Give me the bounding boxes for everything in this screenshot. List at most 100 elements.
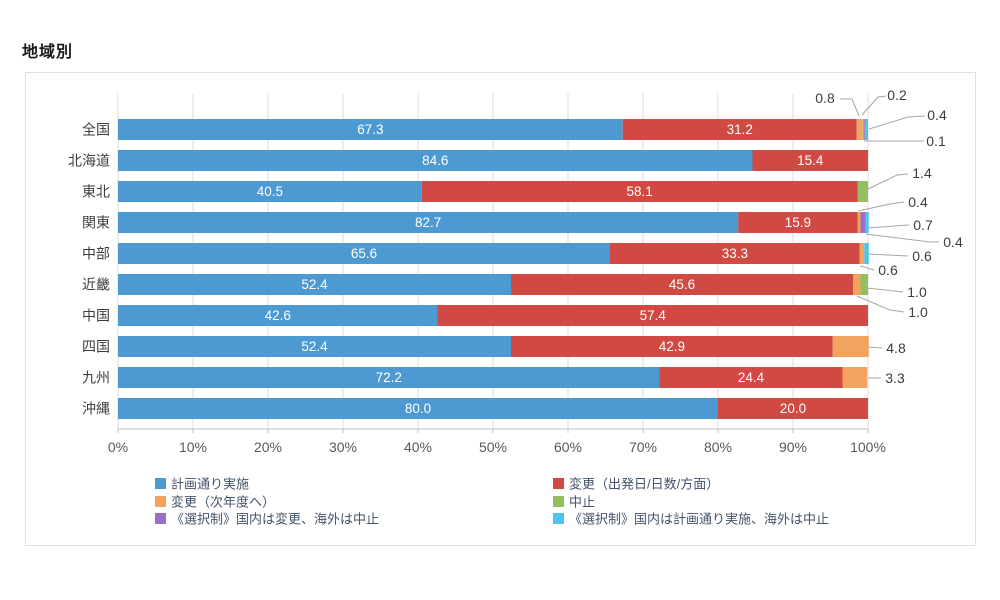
bar-value-label: 20.0 bbox=[780, 401, 806, 416]
bar-segment-8-changed-next-year bbox=[842, 367, 868, 388]
callout-value-label: 3.3 bbox=[885, 370, 905, 386]
axis-tick-label: 40% bbox=[404, 439, 432, 455]
bar-segment-9-as-planned bbox=[118, 398, 718, 419]
bar-segment-0-optional-domestic-changed bbox=[864, 119, 865, 140]
callout-leader-line bbox=[859, 265, 875, 271]
legend-label: 変更（次年度へ） bbox=[171, 495, 275, 510]
callout-leader-line bbox=[868, 115, 926, 130]
category-label: 全国 bbox=[82, 122, 110, 138]
bar-value-label: 33.3 bbox=[722, 246, 748, 261]
bar-segment-5-changed-date bbox=[511, 274, 853, 295]
bar-segment-2-cancelled bbox=[857, 181, 868, 202]
bar-segment-0-optional-domestic-as-planned bbox=[865, 119, 868, 140]
page-title: 地域別 bbox=[22, 44, 74, 61]
bar-segment-2-changed-date bbox=[421, 181, 858, 202]
bar-value-label: 24.4 bbox=[738, 370, 765, 385]
bar-value-label: 15.9 bbox=[785, 215, 811, 230]
callout-leader-line bbox=[861, 95, 887, 116]
bar-segment-7-as-planned bbox=[118, 336, 511, 357]
callout-value-label: 4.8 bbox=[886, 340, 906, 356]
bar-segment-0-changed-next-year bbox=[856, 119, 863, 140]
axis-tick-label: 70% bbox=[629, 439, 657, 455]
bar-value-label: 45.6 bbox=[669, 277, 695, 292]
callout-value-label: 1.0 bbox=[908, 304, 928, 320]
bar-segment-3-optional-domestic-as-planned bbox=[865, 212, 869, 233]
bar-segment-3-optional-domestic-changed bbox=[860, 212, 866, 233]
bar-segment-6-changed-date bbox=[437, 305, 868, 326]
bar-segment-9-changed-date bbox=[718, 398, 868, 419]
axis-tick-label: 100% bbox=[850, 439, 886, 455]
bar-value-label: 40.5 bbox=[257, 184, 283, 199]
category-label: 東北 bbox=[82, 184, 110, 200]
bar-segment-1-changed-date bbox=[752, 150, 868, 171]
category-label: 関東 bbox=[82, 215, 110, 231]
callout-leader-line bbox=[868, 253, 909, 257]
bar-value-label: 42.9 bbox=[659, 339, 685, 354]
category-label: 中国 bbox=[82, 308, 110, 324]
bar-value-label: 57.4 bbox=[640, 308, 667, 323]
bar-segment-4-changed-date bbox=[610, 243, 860, 264]
category-label: 九州 bbox=[82, 370, 110, 386]
legend-swatch bbox=[155, 496, 166, 507]
callout-value-label: 0.7 bbox=[913, 217, 933, 233]
callout-leader-line bbox=[866, 287, 904, 293]
bar-value-label: 52.4 bbox=[301, 277, 328, 292]
category-label: 近畿 bbox=[82, 277, 110, 293]
callout-leader-line bbox=[865, 233, 939, 243]
callout-leader-line bbox=[867, 346, 883, 349]
legend-swatch bbox=[553, 513, 564, 524]
bar-segment-7-changed-date bbox=[511, 336, 833, 357]
callout-leader-line bbox=[856, 295, 905, 313]
callout-leader-line bbox=[866, 224, 910, 229]
callout-value-label: 0.2 bbox=[887, 87, 907, 103]
axis-tick-label: 50% bbox=[479, 439, 507, 455]
legend-label: 変更（出発日/日数/方面） bbox=[569, 477, 719, 492]
legend-swatch bbox=[155, 478, 166, 489]
bar-segment-1-as-planned bbox=[118, 150, 753, 171]
bar-segment-8-as-planned bbox=[118, 367, 660, 388]
bar-segment-8-changed-date bbox=[659, 367, 843, 388]
bar-value-label: 82.7 bbox=[415, 215, 441, 230]
axis-tick-label: 30% bbox=[329, 439, 357, 455]
callout-leader-line bbox=[857, 201, 905, 212]
bar-value-label: 65.6 bbox=[351, 246, 377, 261]
bar-segment-3-as-planned bbox=[118, 212, 739, 233]
callout-value-label: 0.4 bbox=[943, 234, 963, 250]
category-label: 北海道 bbox=[68, 153, 110, 169]
bar-segment-0-as-planned bbox=[118, 119, 623, 140]
bar-value-label: 52.4 bbox=[301, 339, 328, 354]
legend-item: 変更（出発日/日数/方面） bbox=[553, 477, 719, 492]
axis-tick-label: 20% bbox=[254, 439, 282, 455]
axis-tick-label: 0% bbox=[108, 439, 128, 455]
legend-swatch bbox=[155, 513, 166, 524]
axis-tick-label: 60% bbox=[554, 439, 582, 455]
category-label: 中部 bbox=[82, 246, 110, 262]
callout-leader-line bbox=[840, 98, 860, 117]
legend-swatch bbox=[553, 478, 564, 489]
legend-item: 変更（次年度へ） bbox=[155, 495, 275, 510]
legend-item: 中止 bbox=[553, 495, 595, 510]
bar-value-label: 58.1 bbox=[626, 184, 652, 199]
legend-label: 計画通り実施 bbox=[171, 477, 249, 492]
callout-value-label: 0.6 bbox=[912, 248, 932, 264]
callout-value-label: 1.4 bbox=[912, 165, 932, 181]
bar-value-label: 67.3 bbox=[357, 122, 383, 137]
bar-value-label: 80.0 bbox=[405, 401, 431, 416]
axis-tick-label: 10% bbox=[179, 439, 207, 455]
bar-segment-5-changed-next-year bbox=[853, 274, 861, 295]
bar-segment-5-cancelled bbox=[860, 274, 868, 295]
bar-segment-2-as-planned bbox=[118, 181, 422, 202]
bar-segment-3-changed-next-year bbox=[857, 212, 861, 233]
category-label: 四国 bbox=[82, 339, 110, 355]
bar-value-label: 42.6 bbox=[265, 308, 291, 323]
callout-value-label: 0.4 bbox=[908, 194, 928, 210]
callout-value-label: 0.4 bbox=[927, 107, 947, 123]
callout-value-label: 0.6 bbox=[878, 262, 898, 278]
bar-segment-5-as-planned bbox=[118, 274, 511, 295]
legend-item: 計画通り実施 bbox=[155, 477, 249, 492]
callout-value-label: 0.8 bbox=[815, 90, 835, 106]
bar-segment-0-cancelled bbox=[862, 119, 865, 140]
bar-value-label: 84.6 bbox=[422, 153, 448, 168]
legend-item: 《選択制》国内は変更、海外は中止 bbox=[155, 512, 379, 527]
axis-tick-label: 80% bbox=[704, 439, 732, 455]
